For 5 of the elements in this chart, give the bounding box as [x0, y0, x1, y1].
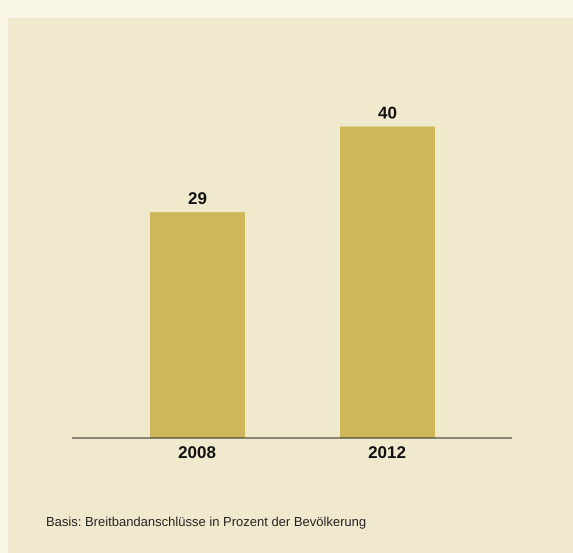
- data-label: 29: [188, 189, 207, 208]
- text: Basis: Breitbandanschlüsse in Prozent der Bevölkerung: [46, 513, 368, 531]
- x-tick-label: 2012: [368, 443, 406, 462]
- x-tick-label: 2008: [178, 443, 216, 462]
- data-label: 40: [378, 103, 397, 122]
